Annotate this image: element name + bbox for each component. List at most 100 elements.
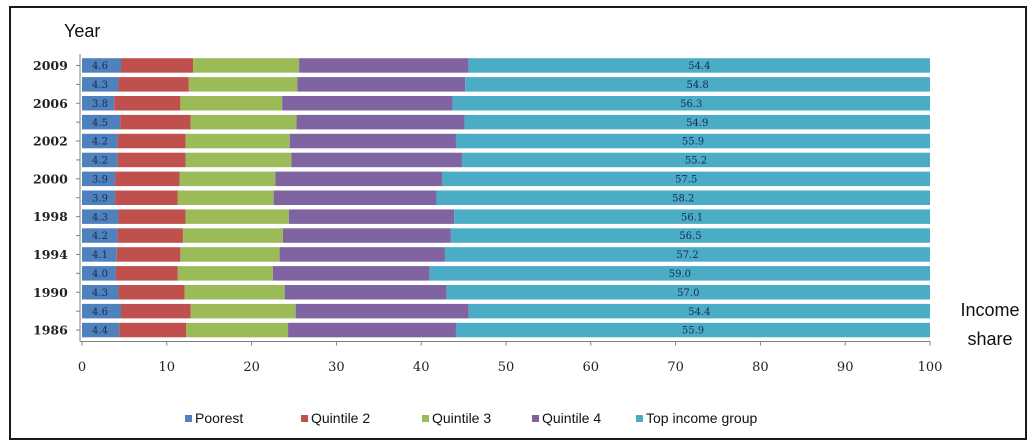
bar-segment-quintile-2 [117, 228, 183, 243]
legend-label: Quintile 4 [542, 410, 601, 426]
bar-segment-quintile-2 [119, 322, 187, 338]
x-tick-label: 100 [918, 360, 943, 375]
bar-segment-quintile-2 [118, 77, 189, 92]
data-label: 57.2 [676, 250, 698, 261]
data-label: 54.8 [687, 80, 709, 91]
bar-segment-quintile-3 [179, 171, 276, 187]
data-label: 54.4 [688, 307, 710, 318]
y-tick-label: 1994 [33, 247, 68, 262]
data-label: 4.5 [92, 118, 108, 129]
y-tick-label: 2002 [33, 134, 68, 149]
data-label: 4.3 [92, 212, 108, 223]
bar-segment-poorest [82, 58, 122, 73]
bar-segment-top-income-group [454, 209, 930, 224]
data-label: 59.0 [669, 269, 691, 280]
data-label: 4.6 [92, 307, 108, 318]
y-tick-label: 1990 [33, 285, 68, 300]
bar-segment-poorest [82, 209, 119, 224]
bar-segment-top-income-group [442, 171, 930, 187]
legend-swatch [185, 415, 192, 422]
data-label: 4.2 [92, 137, 108, 148]
bar-segment-poorest [82, 77, 119, 92]
x-tick-label: 0 [78, 360, 86, 375]
bar-segment-quintile-3 [193, 58, 300, 73]
bar-segment-quintile-2 [114, 96, 181, 111]
bar-segment-quintile-4 [296, 114, 465, 130]
x-tick-label: 60 [583, 360, 600, 375]
bar-segment-top-income-group [455, 133, 930, 149]
data-label: 56.3 [680, 99, 702, 110]
bar-segment-quintile-3 [185, 209, 289, 224]
legend-label: Quintile 3 [432, 410, 491, 426]
bar-segment-quintile-4 [284, 285, 447, 300]
bar-segment-poorest [82, 247, 117, 262]
y-tick-label: 2006 [33, 96, 68, 111]
bar-segment-quintile-4 [275, 171, 443, 187]
y-tick-label: 2009 [33, 58, 68, 73]
x-tick-label: 90 [837, 360, 854, 375]
bar-segment-top-income-group [450, 228, 930, 243]
bar-segment-quintile-3 [180, 96, 283, 111]
bar-segment-quintile-3 [180, 247, 280, 262]
data-label: 4.0 [92, 269, 108, 280]
bar-segment-quintile-2 [118, 209, 186, 224]
legend-swatch [301, 415, 308, 422]
bar-segment-poorest [82, 228, 118, 243]
data-label: 54.4 [688, 61, 710, 72]
bar-segment-quintile-3 [177, 266, 273, 281]
data-label: 55.9 [682, 137, 704, 148]
bar-segment-poorest [82, 152, 118, 168]
bar-segment-top-income-group [436, 190, 930, 205]
bar-segment-top-income-group [468, 58, 930, 73]
bar-segment-top-income-group [464, 114, 930, 130]
bar-segment-quintile-4 [279, 247, 445, 262]
data-label: 58.2 [672, 193, 694, 204]
bar-segment-top-income-group [461, 152, 930, 168]
legend-label: Top income group [646, 410, 758, 426]
bar-segment-quintile-4 [282, 96, 453, 111]
bar-segment-quintile-2 [118, 285, 185, 300]
bar-segment-quintile-4 [299, 58, 469, 73]
bar-segment-top-income-group [455, 322, 930, 338]
y-axis-title: Year [64, 21, 100, 41]
x-tick-label: 10 [159, 360, 176, 375]
bar-segment-poorest [82, 285, 119, 300]
x-tick-label: 30 [328, 360, 345, 375]
bar-segment-poorest [82, 114, 121, 130]
bar-segment-quintile-2 [116, 247, 181, 262]
y-tick-label: 1986 [33, 323, 68, 338]
data-label: 57.0 [677, 288, 699, 299]
y-tick-label: 2000 [33, 171, 68, 186]
bar-segment-quintile-3 [177, 190, 274, 205]
bar-segment-quintile-2 [120, 114, 191, 130]
bar-segment-poorest [82, 303, 122, 319]
data-label: 4.4 [92, 326, 108, 337]
bar-segment-quintile-3 [188, 77, 298, 92]
bar-segment-poorest [82, 96, 115, 111]
bar-segment-poorest [82, 133, 118, 149]
x-axis-title: Income share [960, 300, 1019, 349]
bar-segment-quintile-3 [190, 114, 297, 130]
data-label: 56.5 [679, 231, 701, 242]
x-axis-title-line1: Income [960, 300, 1019, 320]
bar-segment-quintile-2 [115, 266, 178, 281]
bar-segment-quintile-4 [272, 266, 430, 281]
data-label: 4.3 [92, 80, 108, 91]
data-label: 4.2 [92, 156, 108, 167]
bar-segment-quintile-4 [288, 209, 455, 224]
bar-segment-quintile-2 [117, 133, 186, 149]
legend-label: Poorest [195, 410, 243, 426]
data-label: 4.3 [92, 288, 108, 299]
data-label: 4.6 [92, 61, 108, 72]
bar-segment-quintile-4 [288, 322, 456, 338]
bar-segment-top-income-group [446, 285, 930, 300]
bar-segment-poorest [82, 171, 116, 187]
x-axis-title-line2: share [967, 329, 1012, 349]
bar-segment-quintile-3 [185, 152, 292, 168]
x-tick-label: 40 [413, 360, 430, 375]
data-label: 4.1 [92, 250, 108, 261]
x-tick-label: 70 [667, 360, 684, 375]
bar-segment-quintile-4 [295, 303, 469, 319]
bar-segment-quintile-2 [115, 190, 178, 205]
